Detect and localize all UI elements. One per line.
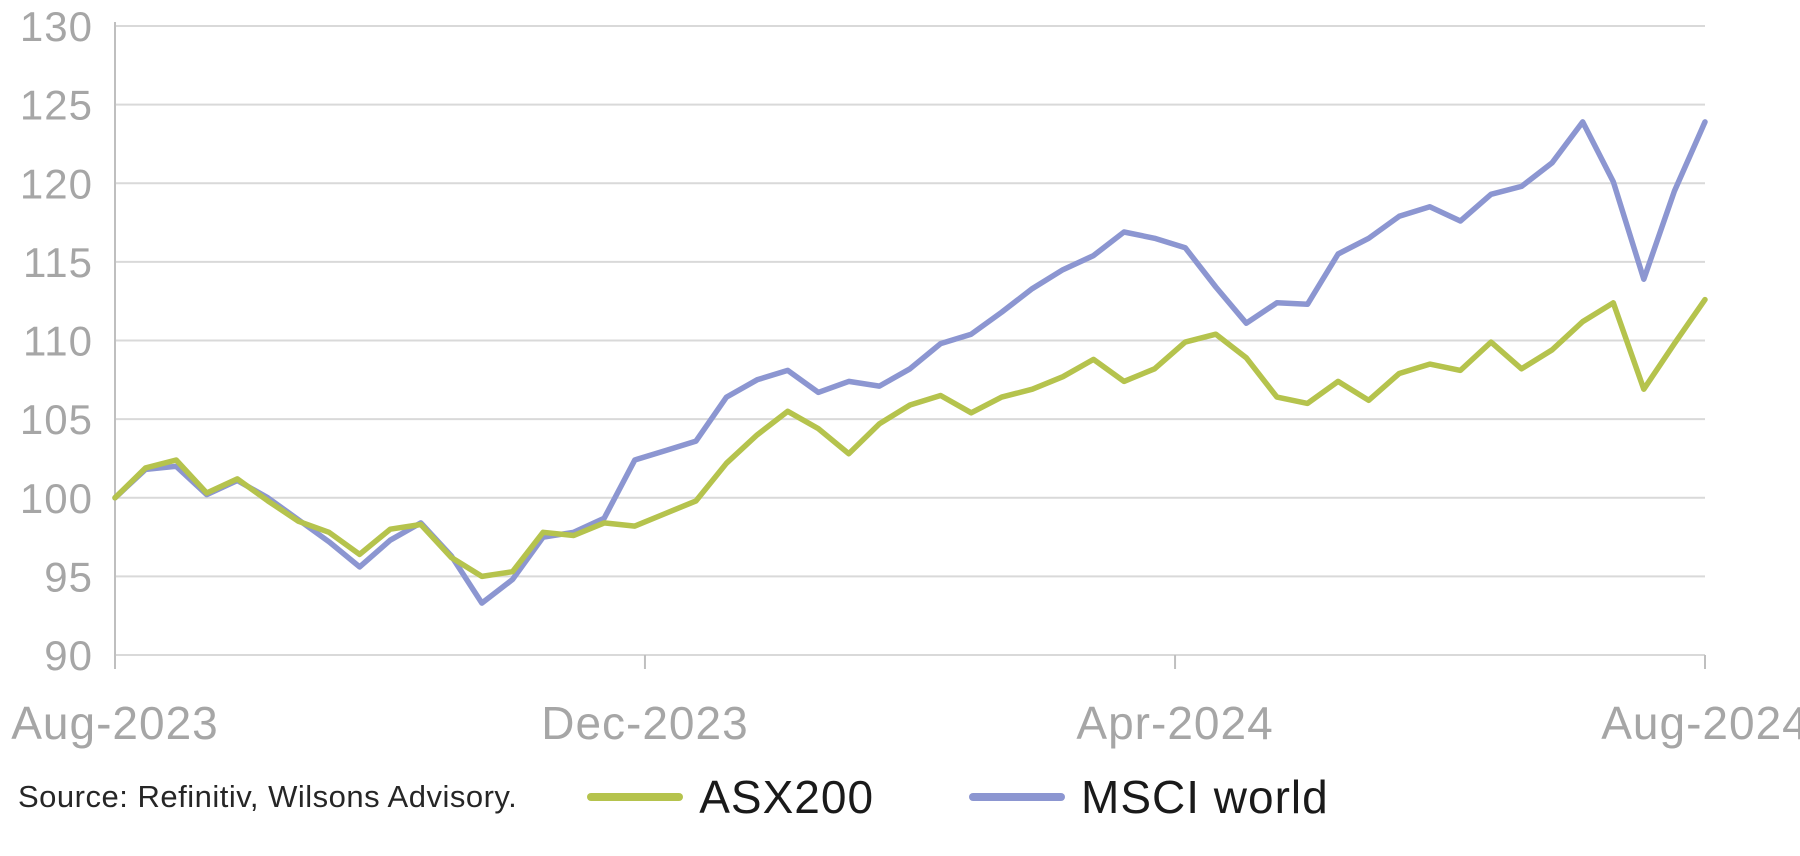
- legend: ASX200 MSCI world: [587, 770, 1329, 824]
- y-axis-tick-label: 125: [20, 82, 93, 129]
- legend-item-msci-world: MSCI world: [969, 770, 1329, 824]
- x-axis-tick-label: Dec-2023: [541, 697, 748, 749]
- x-axis-tick-label: Apr-2024: [1076, 697, 1273, 749]
- x-axis-labels: Aug-2023 Dec-2023 Apr-2024 Aug-2024: [11, 697, 1800, 749]
- source-note: Source: Refinitiv, Wilsons Advisory.: [18, 779, 518, 814]
- legend-swatch-asx200: [587, 793, 684, 801]
- y-axis-labels: 90 95 100 105 110 115 120 125 130: [20, 3, 93, 679]
- y-axis-tick-label: 115: [23, 239, 93, 286]
- series-lines: [112, 119, 1708, 606]
- y-axis-tick-label: 105: [20, 396, 93, 443]
- chart-footer: Source: Refinitiv, Wilsons Advisory. ASX…: [0, 752, 1800, 842]
- y-axis-tick-label: 95: [44, 553, 93, 600]
- axes: [114, 22, 1706, 669]
- series-line-asx200: [112, 296, 1708, 580]
- gridlines: [115, 25, 1705, 656]
- legend-label-msci-world: MSCI world: [1081, 771, 1329, 823]
- y-axis-tick-label: 90: [44, 632, 93, 679]
- y-axis-tick-label: 100: [20, 475, 93, 522]
- legend-item-asx200: ASX200: [587, 770, 874, 824]
- legend-label-asx200: ASX200: [699, 771, 875, 823]
- x-axis-tick-label: Aug-2024: [1601, 697, 1800, 749]
- performance-line-chart: 90 95 100 105 110 115 120 125 130 Aug-2023 Dec-202…: [11, 3, 1800, 749]
- legend-swatch-msci-world: [969, 793, 1066, 801]
- series-line-msci-world: [112, 119, 1708, 606]
- x-axis-tick-label: Aug-2023: [11, 697, 219, 749]
- y-axis-tick-label: 120: [20, 160, 93, 207]
- y-axis-tick-label: 130: [20, 3, 93, 50]
- y-axis-tick-label: 110: [23, 318, 93, 365]
